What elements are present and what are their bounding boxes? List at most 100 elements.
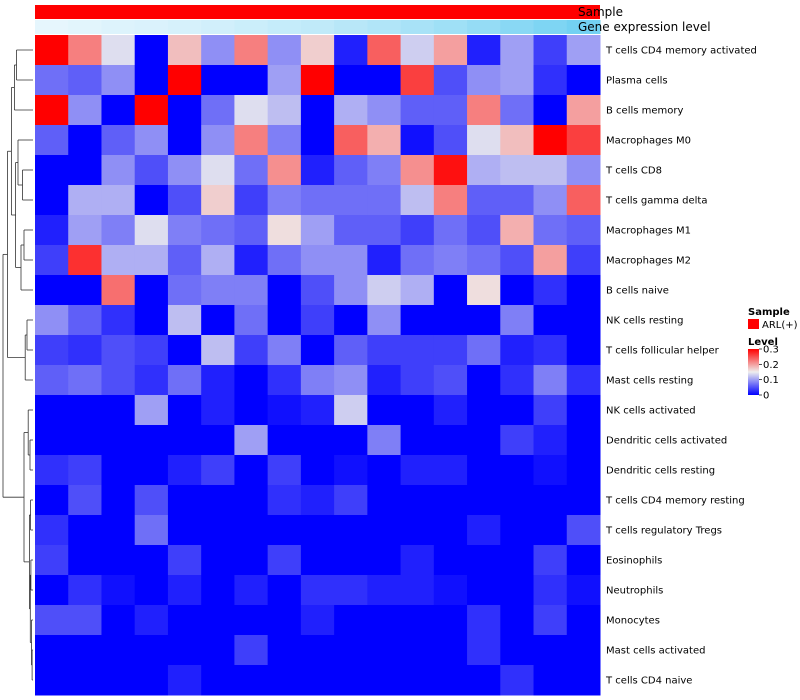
heatmap-cell bbox=[367, 365, 402, 396]
heatmap-cell bbox=[533, 575, 568, 606]
expression-annotation-cell bbox=[35, 20, 69, 34]
heatmap-cell bbox=[566, 605, 601, 636]
heatmap-cell bbox=[68, 65, 102, 96]
heatmap-cell bbox=[500, 425, 535, 456]
heatmap-cell bbox=[500, 215, 535, 246]
heatmap-cell bbox=[201, 665, 235, 696]
heatmap-cell bbox=[201, 185, 235, 216]
heatmap-cell bbox=[201, 455, 235, 486]
heatmap-cell bbox=[201, 125, 235, 156]
heatmap-cell bbox=[234, 275, 269, 306]
expression-annotation-cell bbox=[134, 20, 169, 34]
heatmap-cell bbox=[500, 455, 535, 486]
heatmap-cell bbox=[400, 575, 435, 606]
heatmap-cell bbox=[267, 125, 302, 156]
heatmap-cell bbox=[367, 635, 402, 666]
heatmap-cell bbox=[433, 545, 468, 576]
heatmap-cell bbox=[367, 455, 402, 486]
expression-annotation-cell bbox=[400, 20, 435, 34]
heatmap-cell bbox=[566, 455, 601, 486]
heatmap-cell bbox=[68, 425, 102, 456]
heatmap-cell bbox=[334, 635, 368, 666]
heatmap-cell bbox=[566, 485, 601, 516]
heatmap-cell bbox=[167, 545, 202, 576]
row-label: Mast cells activated bbox=[606, 646, 705, 657]
heatmap-cell bbox=[300, 215, 335, 246]
heatmap-cell bbox=[533, 665, 568, 696]
heatmap-cell bbox=[566, 65, 601, 96]
heatmap-cell bbox=[400, 635, 435, 666]
heatmap-cell bbox=[35, 245, 69, 276]
heatmap-cell bbox=[300, 155, 335, 186]
heatmap-cell bbox=[68, 515, 102, 546]
heatmap-cell bbox=[35, 305, 69, 336]
heatmap-cell bbox=[400, 215, 435, 246]
heatmap-cell bbox=[234, 665, 269, 696]
heatmap-cell bbox=[167, 485, 202, 516]
heatmap-cell bbox=[300, 185, 335, 216]
heatmap-cell bbox=[68, 215, 102, 246]
heatmap-cell bbox=[101, 455, 136, 486]
heatmap-cell bbox=[566, 545, 601, 576]
heatmap-cell bbox=[433, 185, 468, 216]
heatmap-cell bbox=[467, 485, 501, 516]
heatmap-cell bbox=[433, 365, 468, 396]
heatmap-cell bbox=[467, 275, 501, 306]
heatmap-cell bbox=[201, 215, 235, 246]
heatmap-cell bbox=[234, 515, 269, 546]
legend-level-ticks: 0.3 0.2 0.1 0 bbox=[759, 345, 779, 402]
heatmap-cell bbox=[367, 35, 402, 66]
heatmap-cell bbox=[533, 605, 568, 636]
heatmap-cell bbox=[267, 155, 302, 186]
heatmap-cell bbox=[167, 185, 202, 216]
heatmap-cell bbox=[566, 185, 601, 216]
heatmap-cell bbox=[167, 215, 202, 246]
expression-annotation-cell bbox=[68, 20, 102, 34]
heatmap-cell bbox=[234, 635, 269, 666]
heatmap-cell bbox=[400, 395, 435, 426]
heatmap-cell bbox=[35, 335, 69, 366]
heatmap-cell bbox=[134, 575, 169, 606]
heatmap-cell bbox=[533, 395, 568, 426]
heatmap-cell bbox=[134, 275, 169, 306]
heatmap-cell bbox=[101, 395, 136, 426]
heatmap-cell bbox=[234, 605, 269, 636]
sample-annotation-cell bbox=[35, 5, 600, 19]
heatmap-cell bbox=[367, 515, 402, 546]
heatmap-cell bbox=[101, 185, 136, 216]
heatmap-cell bbox=[400, 335, 435, 366]
expression-annotation-cell bbox=[334, 20, 368, 34]
heatmap-cell bbox=[500, 185, 535, 216]
expression-annotation-cell bbox=[201, 20, 235, 34]
heatmap-cell bbox=[101, 275, 136, 306]
heatmap-cell bbox=[334, 485, 368, 516]
heatmap-cell bbox=[500, 605, 535, 636]
heatmap-cell bbox=[433, 335, 468, 366]
heatmap-cell bbox=[533, 365, 568, 396]
heatmap-cell bbox=[134, 365, 169, 396]
heatmap-cell bbox=[300, 365, 335, 396]
heatmap-cell bbox=[367, 215, 402, 246]
heatmap-cell bbox=[68, 305, 102, 336]
heatmap-cell bbox=[134, 185, 169, 216]
heatmap-cell bbox=[400, 605, 435, 636]
heatmap-cell bbox=[201, 65, 235, 96]
heatmap-cell bbox=[134, 395, 169, 426]
heatmap-cell bbox=[533, 215, 568, 246]
expression-annotation-cell bbox=[101, 20, 136, 34]
heatmap-cell bbox=[433, 635, 468, 666]
row-label: Macrophages M2 bbox=[606, 256, 691, 267]
heatmap-cell bbox=[367, 275, 402, 306]
heatmap-cell bbox=[134, 95, 169, 126]
row-label: T cells CD4 naive bbox=[605, 676, 692, 687]
heatmap-cell bbox=[167, 425, 202, 456]
heatmap-cell bbox=[500, 635, 535, 666]
heatmap-cell bbox=[68, 395, 102, 426]
row-label: Plasma cells bbox=[606, 76, 668, 87]
heatmap-cell bbox=[234, 575, 269, 606]
heatmap-cell bbox=[267, 485, 302, 516]
expression-annotation-cell bbox=[467, 20, 501, 34]
heatmap-cell bbox=[234, 455, 269, 486]
heatmap-cell bbox=[300, 575, 335, 606]
heatmap-cell bbox=[167, 605, 202, 636]
